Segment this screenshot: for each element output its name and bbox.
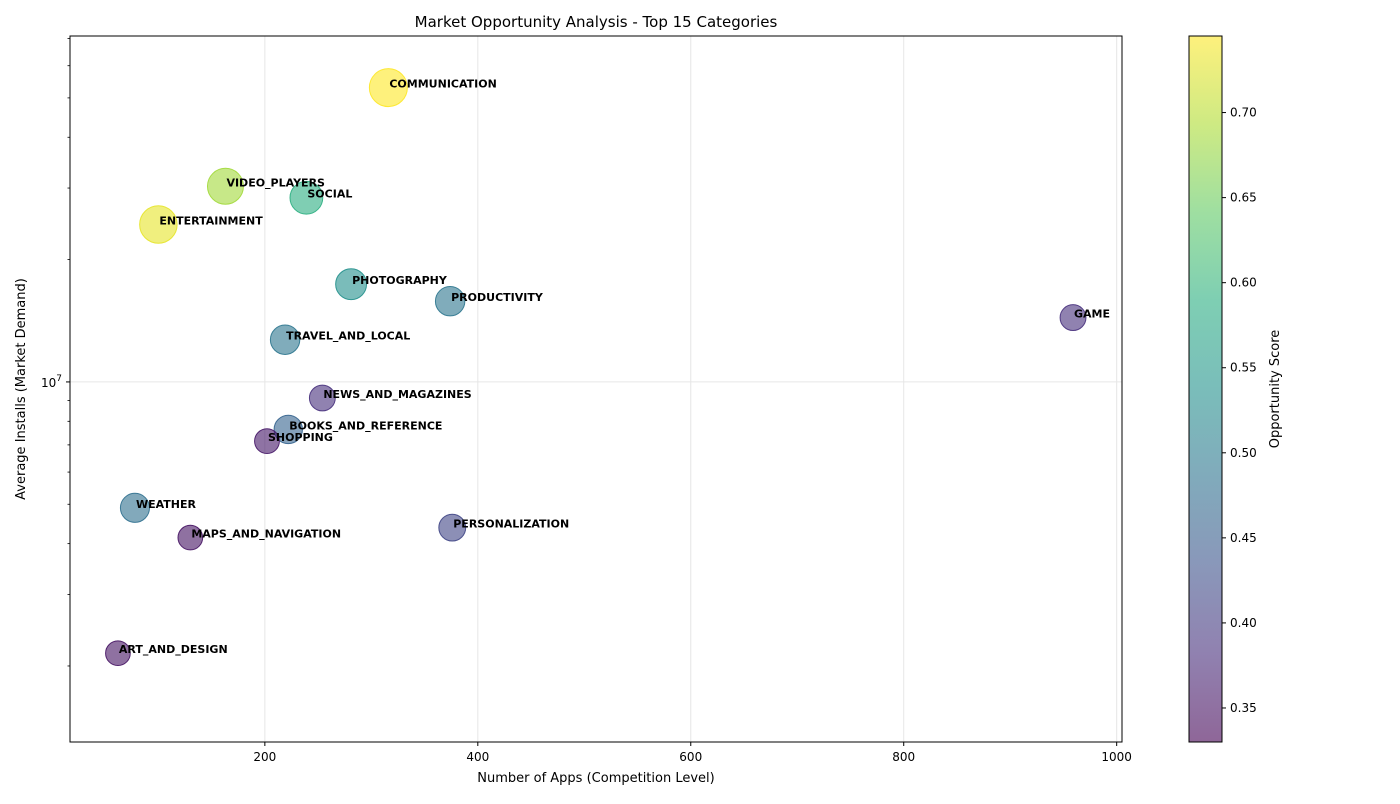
x-tick-label: 400 xyxy=(466,750,489,764)
data-point[interactable] xyxy=(273,414,303,445)
point-label: MAPS_AND_NAVIGATION xyxy=(191,528,341,541)
data-point[interactable] xyxy=(177,524,204,551)
point-label: ART_AND_DESIGN xyxy=(119,643,228,656)
point-label: SHOPPING xyxy=(268,431,333,444)
colorbar-tick-label: 0.70 xyxy=(1230,106,1257,120)
data-point[interactable] xyxy=(289,180,324,215)
colorbar-tick-label: 0.40 xyxy=(1230,616,1257,630)
point-label: VIDEO_PLAYERS xyxy=(226,176,325,189)
chart-title: Market Opportunity Analysis - Top 15 Cat… xyxy=(415,13,778,31)
data-point[interactable] xyxy=(269,324,301,355)
x-tick-label: 600 xyxy=(679,750,702,764)
colorbar-frame xyxy=(1188,35,1223,743)
colorbar-tick-label: 0.60 xyxy=(1230,276,1257,290)
x-axis-ticks: 200 400 600 800 1000 xyxy=(253,742,1132,764)
point-label: BOOKS_AND_REFERENCE xyxy=(289,419,442,432)
colorbar-tick-label: 0.50 xyxy=(1230,446,1257,460)
data-point[interactable] xyxy=(434,286,466,317)
colorbar-tick-label: 0.65 xyxy=(1230,191,1257,205)
point-label: TRAVEL_AND_LOCAL xyxy=(286,330,410,343)
point-label: COMMUNICATION xyxy=(389,78,496,91)
data-point[interactable] xyxy=(119,492,150,523)
colorbar-tick-label: 0.45 xyxy=(1230,531,1257,545)
point-label: SOCIAL xyxy=(307,188,352,201)
x-axis-label: Number of Apps (Competition Level) xyxy=(477,771,714,786)
data-point[interactable] xyxy=(438,513,467,542)
y-axis-label: Average Installs (Market Demand) xyxy=(14,278,29,500)
data-point[interactable] xyxy=(368,68,408,108)
x-tick-label: 800 xyxy=(892,750,915,764)
colorbar-label: Opportunity Score xyxy=(1268,330,1283,449)
x-tick-label: 200 xyxy=(253,750,276,764)
point-label: WEATHER xyxy=(136,498,197,511)
colorbar-ticks: 0.35 0.40 0.45 0.50 0.55 0.60 0.65 0.70 xyxy=(1222,106,1257,715)
data-point[interactable] xyxy=(308,384,336,412)
colorbar-tick-label: 0.35 xyxy=(1230,701,1257,715)
data-point[interactable] xyxy=(335,268,368,301)
plot-frame xyxy=(69,35,1123,743)
x-tick-label: 1000 xyxy=(1101,750,1132,764)
y-axis-ticks: 107 xyxy=(41,38,70,667)
data-points xyxy=(105,68,1087,667)
colorbar-tick-label: 0.55 xyxy=(1230,361,1257,375)
data-point[interactable] xyxy=(105,640,131,667)
grid xyxy=(70,36,1122,742)
point-label: ENTERTAINMENT xyxy=(159,215,263,228)
data-point[interactable] xyxy=(1059,304,1087,332)
data-point[interactable] xyxy=(254,428,280,455)
point-label: PHOTOGRAPHY xyxy=(352,274,448,287)
data-point[interactable] xyxy=(206,167,244,205)
point-label: NEWS_AND_MAGAZINES xyxy=(323,388,471,401)
point-label: GAME xyxy=(1074,308,1110,321)
colorbar xyxy=(1189,36,1222,742)
point-label: PERSONALIZATION xyxy=(453,518,569,531)
point-label: PRODUCTIVITY xyxy=(451,291,544,304)
y-tick-label: 107 xyxy=(41,374,62,390)
data-point[interactable] xyxy=(139,205,178,244)
